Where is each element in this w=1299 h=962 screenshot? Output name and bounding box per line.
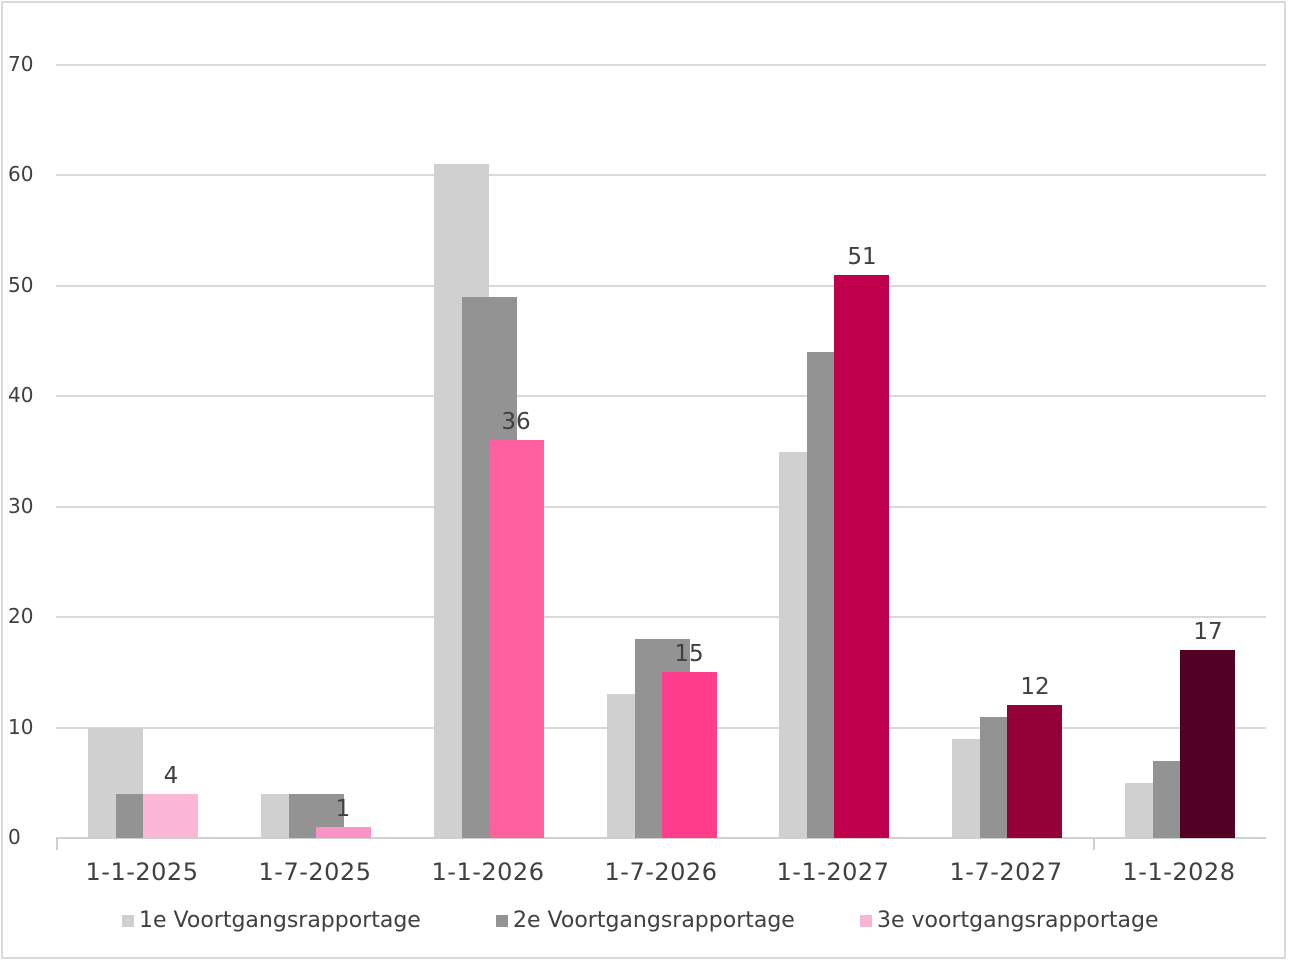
x-axis-tick — [56, 838, 58, 850]
gridline — [56, 285, 1266, 287]
gridline — [56, 506, 1266, 508]
data-label: 17 — [1193, 619, 1223, 645]
bar-3-1-1-2027 — [834, 275, 889, 838]
bar-3-1-1-2026 — [489, 440, 544, 838]
x-tick-label: 1-1-2026 — [431, 858, 545, 886]
bar-3-1-1-2025 — [143, 794, 198, 838]
x-tick-label: 1-1-2025 — [85, 858, 199, 886]
data-label: 12 — [1020, 674, 1050, 700]
chart-legend: 1e Voortgangsrapportage 2e Voortgangsrap… — [0, 908, 1299, 938]
bar-3-1-1-2028 — [1180, 650, 1235, 838]
legend-label: 2e Voortgangsrapportage — [513, 908, 795, 933]
x-tick-label: 1-7-2026 — [604, 858, 718, 886]
legend-label: 3e voortgangsrapportage — [877, 908, 1159, 933]
y-tick-label: 50 — [8, 273, 34, 297]
x-tick-label: 1-7-2025 — [258, 858, 372, 886]
y-tick-label: 20 — [8, 604, 34, 628]
x-axis-line — [56, 837, 1266, 839]
y-tick-label: 70 — [8, 52, 34, 76]
gridline — [56, 395, 1266, 397]
data-label: 51 — [847, 244, 877, 270]
x-tick-label: 1-1-2027 — [776, 858, 890, 886]
x-axis-tick — [1093, 838, 1095, 850]
gridline — [56, 174, 1266, 176]
bar-3-1-7-2027 — [1007, 705, 1062, 838]
legend-swatch-icon — [860, 914, 872, 927]
data-label: 1 — [335, 796, 351, 822]
data-label: 15 — [674, 641, 704, 667]
data-label: 4 — [163, 763, 179, 789]
y-tick-label: 0 — [8, 825, 21, 849]
bar-3-1-7-2026 — [662, 672, 717, 838]
gridline — [56, 64, 1266, 66]
x-tick-label: 1-7-2027 — [949, 858, 1063, 886]
legend-swatch-icon — [496, 914, 508, 927]
x-tick-label: 1-1-2028 — [1122, 858, 1236, 886]
gridline — [56, 616, 1266, 618]
legend-item-series-2: 2e Voortgangsrapportage — [496, 908, 795, 933]
legend-swatch-icon — [122, 914, 134, 927]
legend-label: 1e Voortgangsrapportage — [139, 908, 421, 933]
legend-item-series-1: 1e Voortgangsrapportage — [122, 908, 421, 933]
data-label: 36 — [501, 409, 531, 435]
legend-item-series-3: 3e voortgangsrapportage — [860, 908, 1159, 933]
y-tick-label: 40 — [8, 383, 34, 407]
y-tick-label: 30 — [8, 494, 34, 518]
bar-3-1-7-2025 — [316, 827, 371, 838]
y-tick-label: 60 — [8, 162, 34, 186]
y-tick-label: 10 — [8, 715, 34, 739]
